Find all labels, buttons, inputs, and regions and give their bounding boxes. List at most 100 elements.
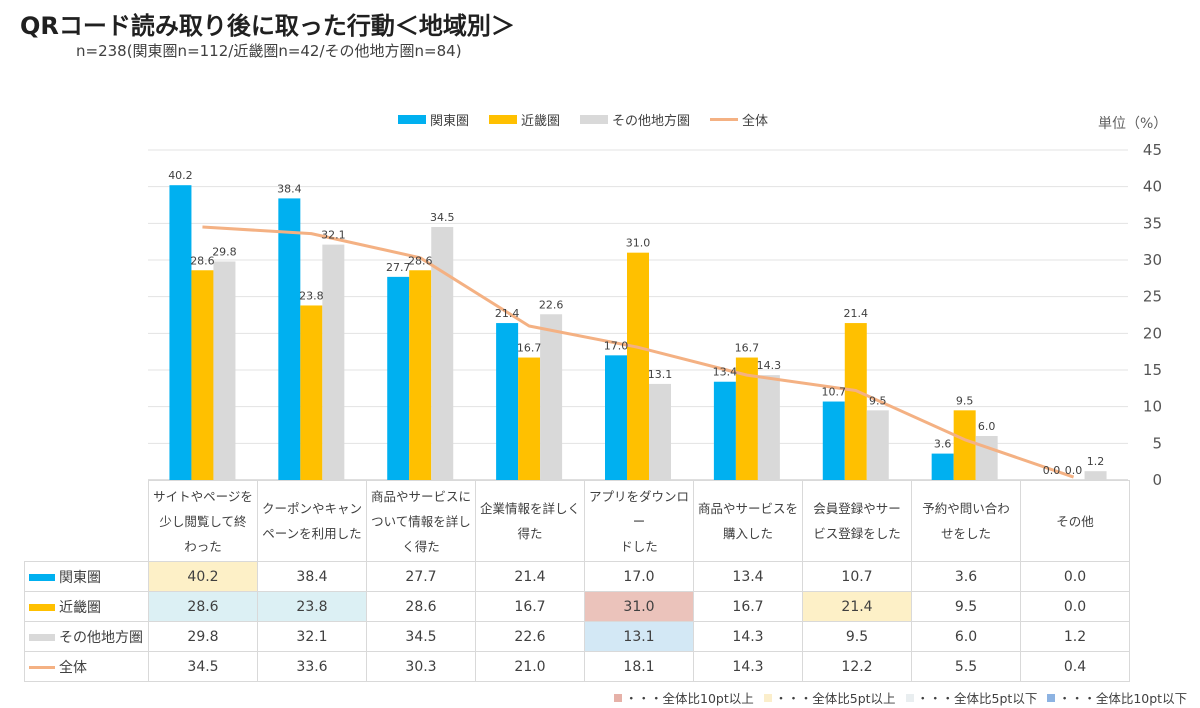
table-cell: 0.4: [1020, 651, 1130, 682]
data-label-other: 34.5: [430, 211, 455, 224]
table-cell: 21.4: [475, 561, 585, 592]
y-tick-label: 35: [1143, 214, 1162, 232]
data-label-kinki: 16.7: [735, 342, 760, 355]
bar-kinki: [518, 357, 541, 480]
data-label-other: 14.3: [757, 359, 782, 372]
table-cell: 10.7: [802, 561, 912, 592]
legend-item-total: 全体: [710, 110, 768, 129]
table-cell: 27.7: [366, 561, 476, 592]
data-label-kinki: 31.0: [626, 237, 651, 250]
data-label-kinki: 23.8: [299, 289, 324, 302]
table-cell: 29.8: [148, 621, 258, 652]
table-row-header-kinki: 近畿圏: [24, 591, 149, 622]
y-tick-label: 30: [1143, 251, 1162, 269]
table-category-2: 商品やサービスに ついて情報を詳し く得た: [366, 480, 476, 562]
data-label-kanto: 27.7: [386, 261, 411, 274]
bar-kanto: [278, 198, 301, 480]
data-label-kinki: 21.4: [844, 307, 869, 320]
table-row-total: 全体 34.5 33.6 30.3 21.0 18.1 14.3 12.2 5.5 0.4: [24, 651, 1130, 682]
legend-label-kanto: 関東圏: [430, 114, 470, 129]
data-label-other: 29.8: [212, 245, 237, 258]
table-row-label: 関東圏: [59, 569, 101, 586]
table-row-marker-kinki: [29, 604, 55, 611]
table-cell: 14.3: [693, 621, 803, 652]
legend-swatch-kanto: [398, 115, 426, 124]
highlight-swatch-high10: [614, 693, 622, 702]
table-row-label: 近畿圏: [59, 599, 101, 616]
bar-kanto: [931, 453, 954, 480]
table-cell: 22.6: [475, 621, 585, 652]
bar-kanto: [387, 276, 410, 480]
legend-label-other: その他地方圏: [612, 114, 691, 129]
table-category-0: サイトやページを 少し閲覧して終 わった: [148, 480, 258, 562]
table-cell: 1.2: [1020, 621, 1130, 652]
bar-kanto: [496, 323, 519, 480]
data-label-kinki: 0.0: [1065, 464, 1083, 477]
data-label-kanto: 0.0: [1043, 464, 1061, 477]
table-cell: 13.1: [584, 621, 694, 652]
table-row-header-kanto: 関東圏: [24, 561, 149, 592]
data-label-kanto: 10.7: [822, 386, 847, 399]
table-cell: 0.0: [1020, 591, 1130, 622]
bar-other: [866, 410, 889, 480]
table-cell: 32.1: [257, 621, 367, 652]
bar-kanto: [713, 381, 736, 480]
data-label-kanto: 3.6: [934, 438, 952, 451]
table-row-other: その他地方圏 29.8 32.1 34.5 22.6 13.1 14.3 9.5 6.0 1.2: [24, 621, 1130, 652]
bar-other: [431, 227, 454, 480]
bar-other: [649, 383, 671, 480]
bar-other: [540, 314, 563, 480]
table-category-6: 会員登録やサー ビス登録をした: [802, 480, 912, 562]
table-cell: 34.5: [148, 651, 258, 682]
table-cell: 16.7: [475, 591, 585, 622]
highlight-legend-high10: ・・・全体比10pt以上: [614, 688, 754, 707]
table-cell: 0.0: [1020, 561, 1130, 592]
legend-label-kinki: 近畿圏: [521, 114, 561, 129]
legend-item-kinki: 近畿圏: [489, 110, 560, 129]
data-label-kinki: 16.7: [517, 342, 542, 355]
highlight-legend: ・・・全体比10pt以上 ・・・全体比5pt以上 ・・・全体比5pt以下 ・・・…: [614, 688, 1197, 707]
bar-kinki: [409, 270, 432, 480]
bar-other: [213, 261, 236, 480]
data-label-kinki: 28.6: [408, 254, 433, 267]
table-row-kinki: 近畿圏 28.6 23.8 28.6 16.7 31.0 16.7 21.4 9.5 0.0: [24, 591, 1130, 622]
table-category-5: 商品やサービスを 購入した: [693, 480, 803, 562]
table-corner: [25, 481, 149, 562]
table-cell: 34.5: [366, 621, 476, 652]
data-label-other: 22.6: [539, 298, 564, 311]
table-cell: 12.2: [802, 651, 912, 682]
data-label-other: 9.5: [869, 394, 887, 407]
table-cell: 16.7: [693, 591, 803, 622]
legend-line-total: [710, 118, 739, 121]
table-cell: 13.4: [693, 561, 803, 592]
legend-swatch-other: [580, 115, 609, 124]
legend-item-kanto: 関東圏: [398, 110, 469, 129]
data-label-other: 32.1: [321, 229, 346, 242]
bar-kinki: [627, 252, 649, 480]
table-cell: 21.0: [475, 651, 585, 682]
data-label-other: 1.2: [1087, 455, 1105, 468]
total-line: [202, 225, 1075, 479]
data-label-kinki: 28.6: [190, 254, 215, 267]
bar-kanto: [605, 355, 627, 480]
y-tick-label: 15: [1143, 361, 1162, 379]
highlight-legend-low10: ・・・全体比10pt以下: [1047, 688, 1187, 707]
y-tick-label: 5: [1152, 434, 1162, 452]
table-cell: 28.6: [148, 591, 258, 622]
table-cell: 14.3: [693, 651, 803, 682]
table-cell: 23.8: [257, 591, 367, 622]
data-label-kanto: 40.2: [168, 169, 193, 182]
table-cell: 18.1: [584, 651, 694, 682]
bar-other: [757, 375, 780, 480]
highlight-legend-high5: ・・・全体比5pt以上: [763, 688, 896, 707]
page-title: QRコード読み取り後に取った行動＜地域別＞: [20, 12, 515, 40]
table-cell: 9.5: [802, 621, 912, 652]
table-category-1: クーポンやキャン ペーンを利用した: [257, 480, 367, 562]
bar-kinki: [953, 410, 976, 480]
highlight-swatch-low10: [1047, 693, 1056, 702]
table-category-row: サイトやページを 少し閲覧して終 わった クーポンやキャン ペーンを利用した 商品やサ…: [25, 480, 1130, 562]
table-row-label: その他地方圏: [59, 629, 143, 646]
table-cell: 28.6: [366, 591, 476, 622]
table-row-label: 全体: [59, 659, 87, 676]
data-label-kinki: 9.5: [956, 394, 974, 407]
